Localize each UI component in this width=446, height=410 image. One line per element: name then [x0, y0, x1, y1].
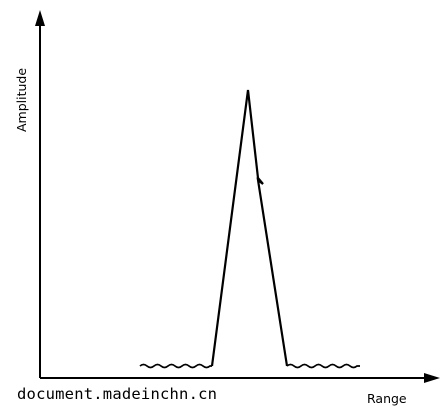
watermark-caption: document.madeinchn.cn [17, 385, 218, 403]
amplitude-pulse [210, 89, 289, 367]
baseline-noise-right [286, 363, 360, 369]
x-axis-arrow-icon [424, 373, 440, 383]
y-axis-label: Amplitude [14, 68, 29, 132]
baseline-noise-left [139, 363, 212, 369]
x-axis-label: Range [367, 391, 407, 406]
y-axis-arrow-icon [35, 10, 45, 26]
